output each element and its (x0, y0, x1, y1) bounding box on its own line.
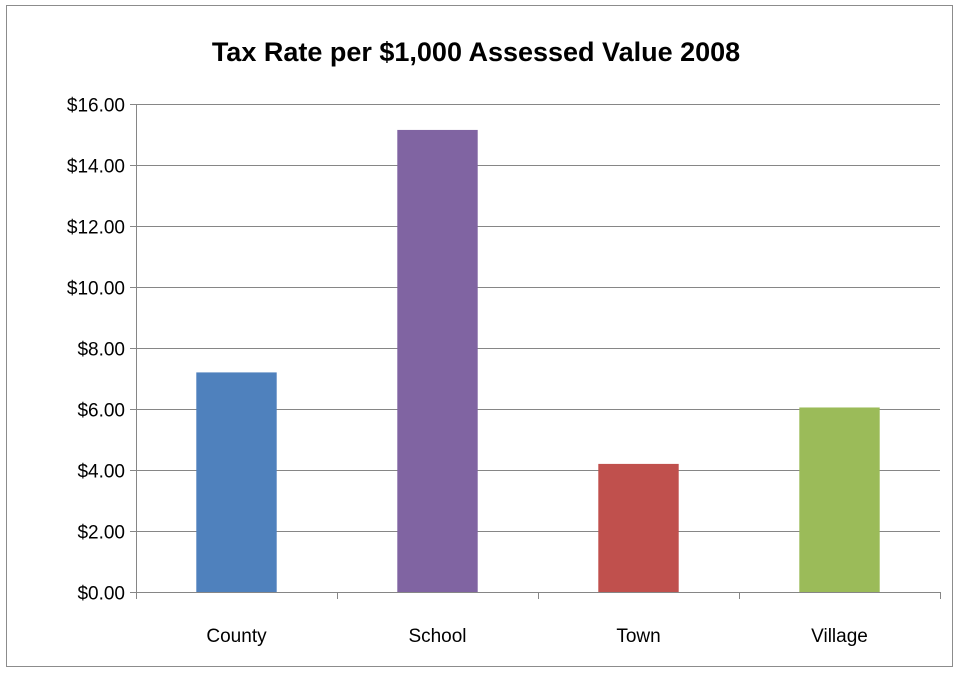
y-tick-label: $12.00 (67, 218, 125, 239)
x-tick-label: County (206, 626, 267, 647)
bar-town (598, 463, 679, 592)
y-tick-label: $2.00 (77, 523, 125, 544)
y-tick-label: $14.00 (67, 157, 125, 178)
y-tick-label: $10.00 (67, 279, 125, 300)
chart-frame (6, 5, 953, 667)
y-tick-label: $4.00 (77, 462, 125, 483)
y-tick-label: $16.00 (67, 96, 125, 117)
x-tick-label: Village (811, 626, 868, 647)
x-tick-label: Town (616, 626, 660, 647)
bar-county (196, 372, 277, 592)
y-tick-label: $6.00 (77, 401, 125, 422)
axes (130, 104, 941, 599)
bar-school (397, 129, 478, 593)
y-axis-tick-labels: $0.00 $2.00 $4.00 $6.00 $8.00 $10.00 $12.00 $14… (67, 96, 125, 605)
y-tick-label: $8.00 (77, 340, 125, 361)
x-tick-label: School (408, 626, 466, 647)
bars (196, 129, 880, 593)
bar-village (799, 407, 880, 592)
y-tick-label: $0.00 (77, 584, 125, 605)
x-axis-tick-labels: County School Town Village (206, 626, 867, 647)
chart-title: Tax Rate per $1,000 Assessed Value 2008 (212, 37, 740, 67)
